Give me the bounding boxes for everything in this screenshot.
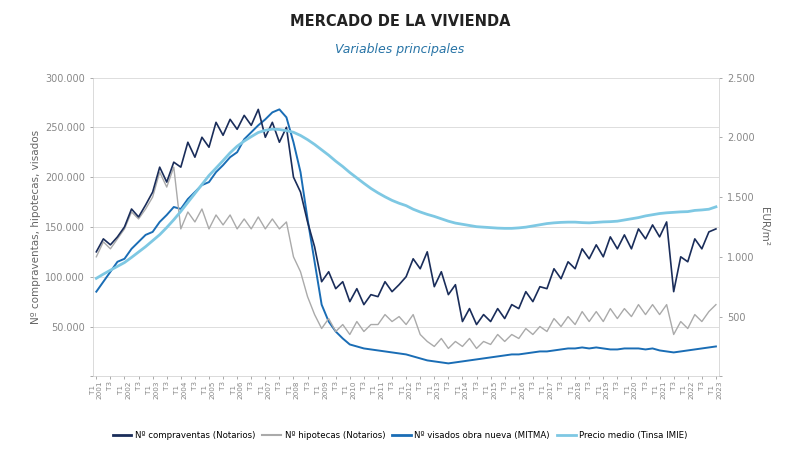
Text: MERCADO DE LA VIVIENDA: MERCADO DE LA VIVIENDA	[290, 14, 510, 28]
Text: Variables principales: Variables principales	[335, 43, 465, 56]
Legend: Nº compraventas (Notarios), Nº hipotecas (Notarios), Nº visados obra nueva (MITM: Nº compraventas (Notarios), Nº hipotecas…	[109, 428, 691, 443]
Y-axis label: EUR/m²: EUR/m²	[759, 207, 769, 246]
Y-axis label: Nº compraventas, hipotecas, visados: Nº compraventas, hipotecas, visados	[31, 130, 41, 324]
